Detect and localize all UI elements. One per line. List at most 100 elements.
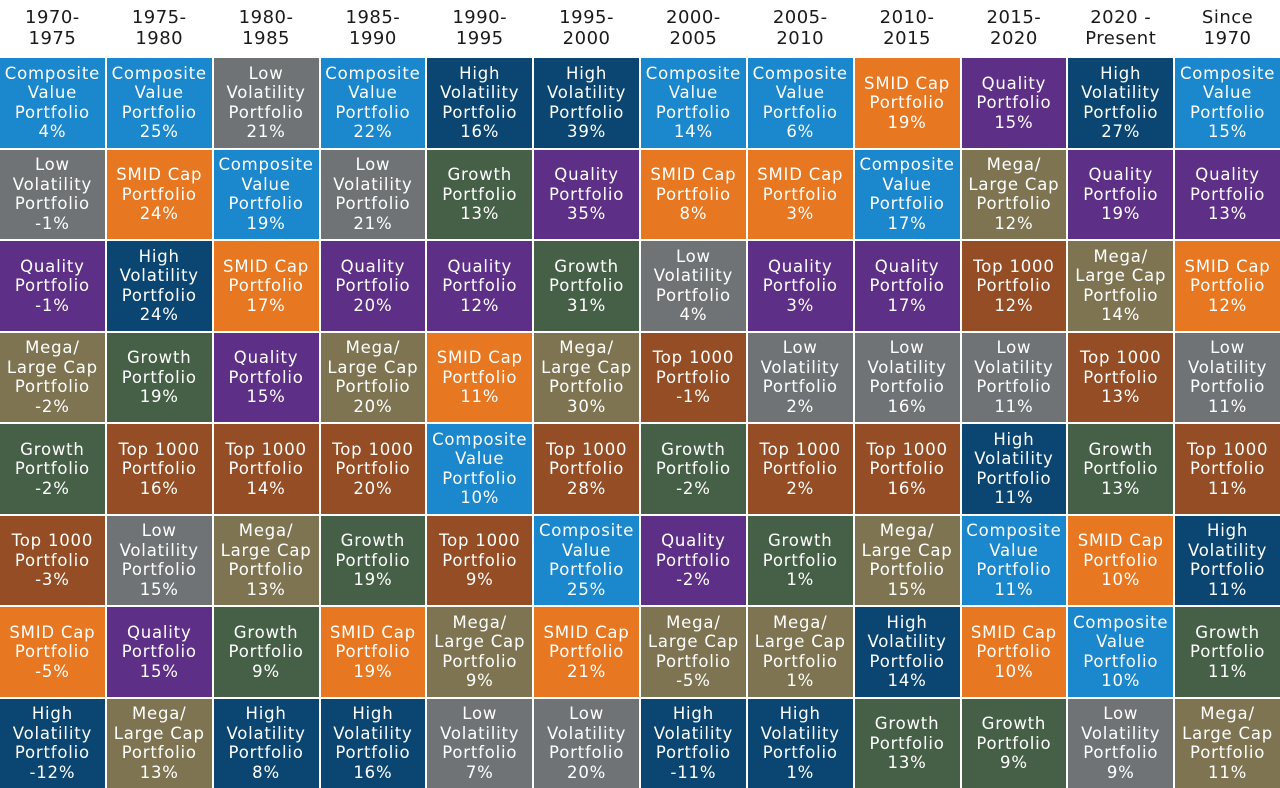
ranking-cell: Mega/ Large Cap Portfolio 20% xyxy=(320,332,426,422)
ranking-cell: Top 1000 Portfolio -1% xyxy=(641,332,746,422)
ranking-cell: Composite Value Portfolio 14% xyxy=(641,58,746,148)
ranking-cell: Low Volatility Portfolio 11% xyxy=(1175,332,1280,422)
ranking-cell: Low Volatility Portfolio 11% xyxy=(961,332,1067,422)
ranking-cell: Mega/ Large Cap Portfolio 14% xyxy=(1068,241,1174,331)
ranking-cell: Low Volatility Portfolio 4% xyxy=(641,241,746,331)
ranking-cell: Low Volatility Portfolio 21% xyxy=(320,149,426,239)
ranking-cell: Top 1000 Portfolio 16% xyxy=(106,424,212,514)
ranking-cell: Quality Portfolio -1% xyxy=(0,241,105,331)
ranking-cell: Composite Value Portfolio 22% xyxy=(320,58,426,148)
ranking-cell: SMID Cap Portfolio 12% xyxy=(1175,241,1280,331)
ranking-cell: Growth Portfolio 11% xyxy=(1175,607,1280,697)
column-header: 2010- 2015 xyxy=(879,7,935,49)
ranking-cell: Top 1000 Portfolio -3% xyxy=(0,515,105,605)
ranking-cell: Mega/ Large Cap Portfolio -5% xyxy=(641,607,746,697)
ranking-cell: Quality Portfolio 17% xyxy=(854,241,960,331)
ranking-cell: SMID Cap Portfolio 19% xyxy=(320,607,426,697)
column-header: 1990- 1995 xyxy=(452,7,508,49)
ranking-cell: High Volatility Portfolio 11% xyxy=(1175,515,1280,605)
ranking-cell: Low Volatility Portfolio 7% xyxy=(427,698,533,788)
ranking-cell: Growth Portfolio 13% xyxy=(1068,424,1174,514)
ranking-cell: Top 1000 Portfolio 9% xyxy=(427,515,533,605)
ranking-cell: SMID Cap Portfolio 21% xyxy=(534,607,639,697)
ranking-cell: Composite Value Portfolio 25% xyxy=(106,58,212,148)
ranking-cell: Composite Value Portfolio 19% xyxy=(213,149,319,239)
ranking-cell: SMID Cap Portfolio 24% xyxy=(106,149,212,239)
ranking-cell: SMID Cap Portfolio 11% xyxy=(427,332,533,422)
ranking-cell: High Volatility Portfolio 11% xyxy=(961,424,1067,514)
ranking-cell: Mega/ Large Cap Portfolio 15% xyxy=(854,515,960,605)
ranking-cell: Composite Value Portfolio 15% xyxy=(1175,58,1280,148)
column-header: 2015- 2020 xyxy=(986,7,1042,49)
ranking-cell: Growth Portfolio 1% xyxy=(747,515,853,605)
ranking-cell: SMID Cap Portfolio 17% xyxy=(213,241,319,331)
ranking-cell: Top 1000 Portfolio 2% xyxy=(747,424,853,514)
ranking-cell: Top 1000 Portfolio 20% xyxy=(320,424,426,514)
ranking-cell: Growth Portfolio -2% xyxy=(0,424,105,514)
ranking-cell: Quality Portfolio -2% xyxy=(641,515,746,605)
ranking-cell: Quality Portfolio 20% xyxy=(320,241,426,331)
ranking-cell: Top 1000 Portfolio 11% xyxy=(1175,424,1280,514)
ranking-cell: High Volatility Portfolio -11% xyxy=(641,698,746,788)
ranking-cell: SMID Cap Portfolio -5% xyxy=(0,607,105,697)
column-header: 1970- 1975 xyxy=(25,7,80,49)
ranking-cell: Quality Portfolio 15% xyxy=(213,332,319,422)
ranking-cell: Growth Portfolio 9% xyxy=(213,607,319,697)
ranking-cell: Growth Portfolio 9% xyxy=(961,698,1067,788)
column-header: Since 1970 xyxy=(1201,7,1254,49)
ranking-cell: Growth Portfolio 13% xyxy=(854,698,960,788)
ranking-cell: Top 1000 Portfolio 12% xyxy=(961,241,1067,331)
ranking-cell: Low Volatility Portfolio -1% xyxy=(0,149,105,239)
ranking-cell: High Volatility Portfolio -12% xyxy=(0,698,105,788)
ranking-cell: Top 1000 Portfolio 16% xyxy=(854,424,960,514)
ranking-cell: Quality Portfolio 13% xyxy=(1175,149,1280,239)
column-header: 2005- 2010 xyxy=(772,7,828,49)
ranking-cell: Low Volatility Portfolio 16% xyxy=(854,332,960,422)
ranking-cell: Top 1000 Portfolio 13% xyxy=(1068,332,1174,422)
ranking-cell: Mega/ Large Cap Portfolio 11% xyxy=(1175,698,1280,788)
ranking-cell: Quality Portfolio 3% xyxy=(747,241,853,331)
ranking-cell: SMID Cap Portfolio 19% xyxy=(854,58,960,148)
ranking-cell: Mega/ Large Cap Portfolio 12% xyxy=(961,149,1067,239)
ranking-cell: Composite Value Portfolio 6% xyxy=(747,58,853,148)
ranking-cell: High Volatility Portfolio 1% xyxy=(747,698,853,788)
ranking-cell: SMID Cap Portfolio 10% xyxy=(1068,515,1174,605)
column-header: 1985- 1990 xyxy=(345,7,401,49)
ranking-cell: Growth Portfolio -2% xyxy=(641,424,746,514)
ranking-cell: Mega/ Large Cap Portfolio 13% xyxy=(213,515,319,605)
ranking-cell: Composite Value Portfolio 10% xyxy=(1068,607,1174,697)
ranking-cell: High Volatility Portfolio 27% xyxy=(1068,58,1174,148)
ranking-cell: Top 1000 Portfolio 28% xyxy=(534,424,639,514)
ranking-cell: High Volatility Portfolio 8% xyxy=(213,698,319,788)
column-header: 1975- 1980 xyxy=(131,7,187,49)
ranking-cell: High Volatility Portfolio 14% xyxy=(854,607,960,697)
ranking-cell: Composite Value Portfolio 17% xyxy=(854,149,960,239)
ranking-cell: Mega/ Large Cap Portfolio -2% xyxy=(0,332,105,422)
ranking-cell: High Volatility Portfolio 16% xyxy=(320,698,426,788)
ranking-cell: Growth Portfolio 13% xyxy=(427,149,533,239)
ranking-cell: SMID Cap Portfolio 8% xyxy=(641,149,746,239)
ranking-cell: Mega/ Large Cap Portfolio 30% xyxy=(534,332,639,422)
ranking-cell: Growth Portfolio 19% xyxy=(320,515,426,605)
ranking-cell: Low Volatility Portfolio 21% xyxy=(213,58,319,148)
ranking-cell: Low Volatility Portfolio 9% xyxy=(1068,698,1174,788)
ranking-cell: Growth Portfolio 19% xyxy=(106,332,212,422)
ranking-cell: Mega/ Large Cap Portfolio 9% xyxy=(427,607,533,697)
ranking-cell: Quality Portfolio 15% xyxy=(961,58,1067,148)
ranking-cell: Low Volatility Portfolio 20% xyxy=(534,698,639,788)
ranking-cell: Quality Portfolio 15% xyxy=(106,607,212,697)
ranking-cell: Growth Portfolio 31% xyxy=(534,241,639,331)
ranking-cell: Composite Value Portfolio 4% xyxy=(0,58,105,148)
ranking-cell: Mega/ Large Cap Portfolio 1% xyxy=(747,607,853,697)
column-header: 2000- 2005 xyxy=(666,7,721,49)
ranking-cell: High Volatility Portfolio 16% xyxy=(427,58,533,148)
column-header: 1995- 2000 xyxy=(559,7,614,49)
ranking-cell: Composite Value Portfolio 25% xyxy=(534,515,639,605)
ranking-cell: Quality Portfolio 19% xyxy=(1068,149,1174,239)
ranking-cell: Top 1000 Portfolio 14% xyxy=(213,424,319,514)
ranking-cell: High Volatility Portfolio 24% xyxy=(106,241,212,331)
ranking-cell: Quality Portfolio 35% xyxy=(534,149,639,239)
ranking-cell: High Volatility Portfolio 39% xyxy=(534,58,639,148)
ranking-cell: SMID Cap Portfolio 3% xyxy=(747,149,853,239)
